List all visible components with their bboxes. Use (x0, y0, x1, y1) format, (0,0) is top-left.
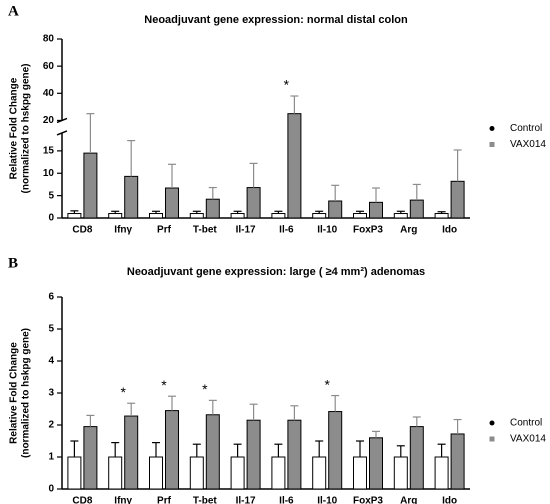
bar (83, 426, 98, 490)
y-axis-label: Relative Fold Change (9, 77, 20, 179)
bar (246, 187, 261, 219)
bar (434, 456, 449, 490)
axis-break (56, 130, 68, 136)
bar (353, 456, 367, 490)
bar (108, 456, 123, 490)
bar (124, 175, 139, 219)
bar (450, 180, 465, 219)
legend-marker (489, 420, 495, 426)
y-tick-label: 60 (43, 61, 55, 72)
bar (271, 213, 286, 219)
x-tick-label: Il-10 (317, 225, 337, 236)
x-tick-label: Ifnγ (114, 496, 132, 504)
y-tick-label: 6 (48, 292, 54, 303)
y-tick-label: 40 (43, 88, 55, 99)
x-tick-label: Arg (400, 496, 417, 504)
legend-label: Control (510, 123, 542, 134)
bar (287, 419, 302, 490)
significance: * (284, 77, 290, 93)
bar (165, 410, 179, 490)
bar (205, 198, 220, 219)
y-tick-label: 10 (43, 168, 55, 179)
x-tick-label: T-bet (193, 496, 218, 504)
y-axis-label: Relative Fold Change (9, 342, 20, 444)
x-tick-label: Il-10 (317, 496, 337, 504)
bar (393, 456, 408, 490)
x-tick-label: T-bet (193, 225, 218, 236)
bar (149, 213, 163, 219)
panel-label: A (8, 3, 19, 19)
bar (353, 213, 367, 219)
bar (83, 152, 98, 219)
significance: * (324, 376, 330, 392)
x-tick-label: Prf (157, 225, 172, 236)
y-tick-label: 2 (48, 420, 54, 431)
bar (246, 419, 261, 490)
bar (393, 213, 408, 219)
bar (271, 456, 286, 490)
legend-marker (489, 142, 495, 147)
bar (328, 411, 343, 490)
x-tick-label: Il-6 (279, 225, 294, 236)
legend-marker (489, 436, 495, 442)
y-tick-label: 4 (48, 356, 54, 367)
x-tick-label: Prf (157, 496, 172, 504)
y-tick-label: 20 (43, 115, 55, 126)
legend-label: Control (510, 418, 542, 429)
bar (230, 213, 245, 219)
significance: * (202, 381, 208, 397)
x-tick-label: Il-17 (236, 225, 256, 236)
y-tick-label: 5 (48, 190, 54, 201)
bar (124, 415, 139, 490)
x-tick-label: FoxP3 (353, 496, 383, 504)
y-tick-label: 3 (48, 388, 54, 399)
x-tick-label: Arg (400, 225, 417, 236)
y-tick-label: 5 (48, 324, 54, 335)
y-tick-label: 0 (48, 213, 54, 224)
bar (369, 437, 383, 490)
bar (149, 456, 163, 490)
x-tick-label: Il-17 (236, 496, 256, 504)
bar (409, 199, 424, 219)
bar (230, 456, 245, 490)
x-tick-label: Ido (442, 225, 457, 236)
bar (434, 213, 449, 219)
bar (312, 456, 327, 490)
significance: * (120, 384, 126, 400)
y-tick-label: 0 (48, 484, 54, 495)
bar (67, 456, 82, 490)
chart-title: Neoadjuvant gene expression: large ( ≥4 … (127, 266, 425, 278)
bar (67, 213, 82, 219)
panel-label: B (8, 255, 18, 271)
legend-marker (489, 126, 495, 131)
bar (165, 187, 179, 219)
bar (287, 113, 302, 219)
x-tick-label: CD8 (72, 225, 92, 236)
x-tick-label: Ido (442, 496, 457, 504)
bar (205, 414, 220, 490)
y-axis-label: (normalized to hskpg gene) (21, 328, 32, 458)
y-tick-label: 15 (43, 146, 55, 157)
x-tick-label: FoxP3 (353, 225, 383, 236)
x-tick-label: CD8 (72, 496, 92, 504)
bar (328, 200, 343, 219)
y-axis-label: (normalized to hskpg gene) (21, 63, 32, 193)
bar (189, 456, 204, 490)
legend-label: VAX014 (510, 139, 546, 150)
x-tick-label: Il-6 (279, 496, 294, 504)
y-tick-label: 80 (43, 34, 55, 45)
chart-title: Neoadjuvant gene expression: normal dist… (144, 14, 408, 26)
bar (108, 213, 123, 219)
significance: * (161, 377, 167, 393)
bar (189, 213, 204, 219)
bar (409, 426, 424, 490)
bar (450, 433, 465, 490)
x-tick-label: Ifnγ (114, 225, 132, 236)
bar (312, 213, 327, 219)
bar (369, 201, 383, 219)
y-tick-label: 1 (48, 452, 54, 463)
legend-label: VAX014 (510, 434, 546, 445)
